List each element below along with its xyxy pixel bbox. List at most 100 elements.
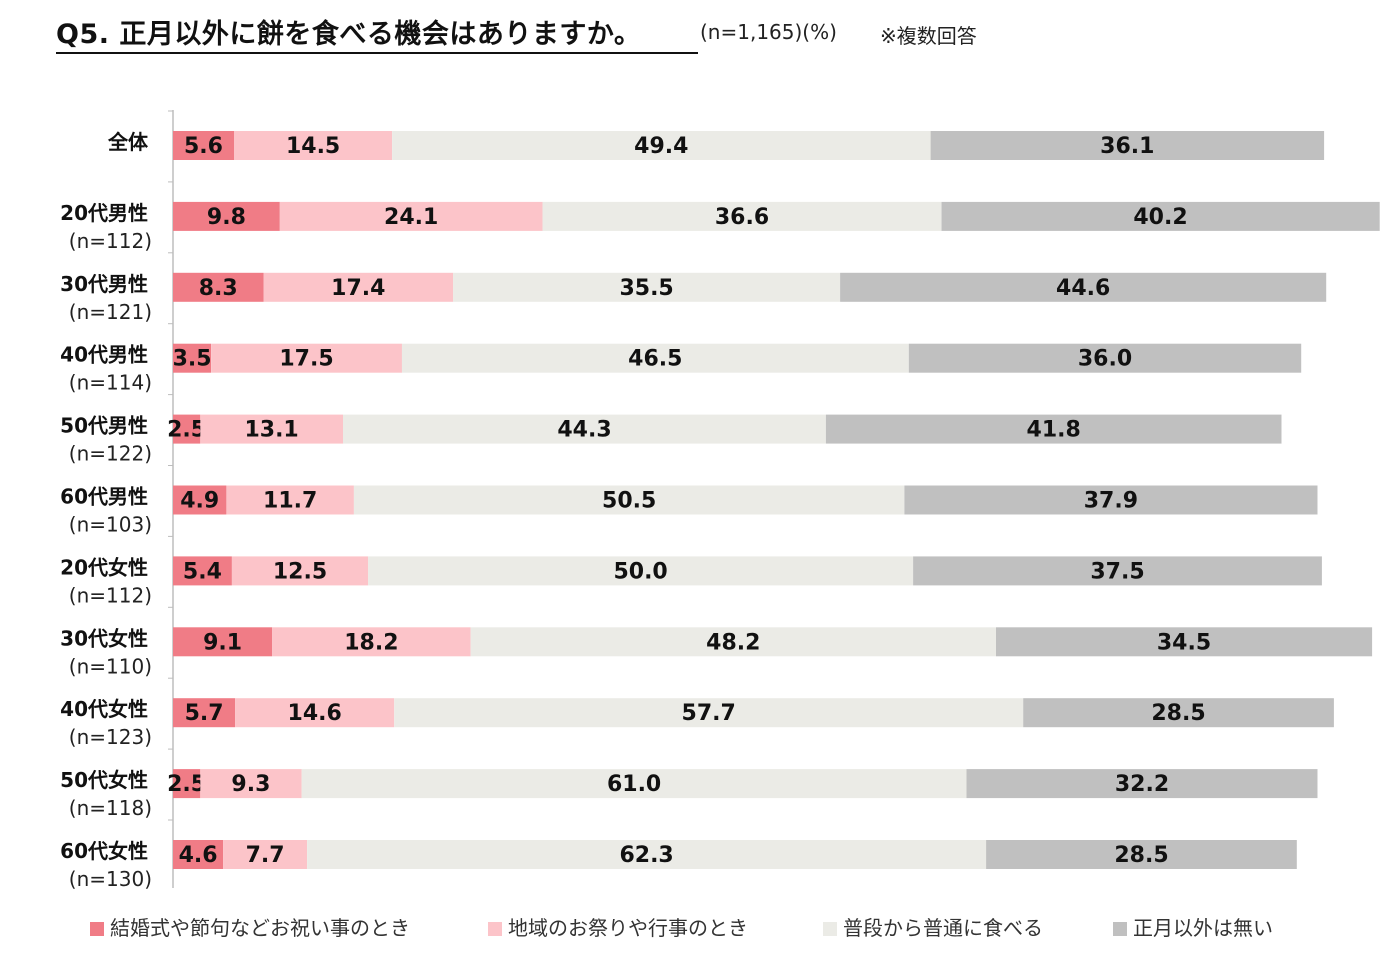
bar-value-label: 36.6 [715, 205, 769, 230]
legend-item: 正月以外は無い [1113, 912, 1273, 941]
sample-size-label: (n=110) [69, 654, 152, 678]
bar-segment [392, 131, 931, 160]
chart-legend: 結婚式や節句などお祝い事のとき 地域のお祭りや行事のとき 普段から普通に食べる 正月以… [90, 912, 1340, 942]
bar-value-label: 14.5 [286, 134, 340, 159]
bar-value-label: 17.5 [279, 347, 333, 372]
bar-value-label: 13.1 [244, 418, 298, 443]
bar-value-label: 57.7 [682, 701, 736, 726]
bar-segment [908, 343, 1302, 373]
bar-value-label: 2.5 [167, 772, 206, 797]
bar-segment [226, 485, 354, 515]
bar-segment [542, 201, 942, 231]
legend-swatch [488, 921, 502, 936]
sample-size-note: (n=1,165)(%) [700, 20, 837, 44]
bar-value-label: 48.2 [706, 630, 760, 655]
bar-segment [353, 485, 905, 515]
bar-segment [930, 131, 1325, 160]
multiple-answer-note: ※複数回答 [880, 24, 977, 48]
bar-segment [173, 769, 201, 799]
bar-value-label: 37.5 [1090, 559, 1144, 584]
bar-value-label: 34.5 [1157, 630, 1211, 655]
bar-segment [272, 627, 471, 657]
bar-segment [368, 556, 914, 586]
bar-value-label: 5.6 [184, 134, 223, 159]
sample-size-label: (n=122) [69, 442, 152, 466]
legend-label: 結婚式や節句などお祝い事のとき [110, 916, 410, 940]
legend-swatch [823, 921, 837, 936]
bar-value-label: 18.2 [344, 630, 398, 655]
bar-value-label: 36.1 [1100, 134, 1154, 159]
legend-item: 結婚式や節句などお祝い事のとき [90, 912, 410, 941]
bar-value-label: 4.6 [179, 843, 218, 868]
bar-value-label: 61.0 [607, 772, 661, 797]
category-label: 60代男性 [60, 485, 148, 509]
sample-size-label: (n=130) [69, 867, 152, 891]
bar-value-label: 44.6 [1056, 276, 1110, 301]
bar-value-label: 50.0 [613, 559, 667, 584]
bar-segment [173, 840, 224, 869]
bar-value-label: 9.1 [203, 630, 242, 655]
bar-segment [173, 627, 273, 657]
bar-segment [825, 414, 1282, 444]
bar-segment [394, 698, 1024, 728]
bar-segment [173, 343, 212, 373]
bar-value-label: 28.5 [1114, 843, 1168, 868]
bar-segment [986, 840, 1297, 869]
sample-size-label: (n=103) [69, 513, 152, 537]
bar-segment [173, 698, 236, 728]
bar-value-label: 9.8 [207, 205, 246, 230]
category-label: 50代男性 [60, 414, 148, 438]
category-label: 20代男性 [60, 201, 148, 225]
bar-value-label: 7.7 [246, 843, 285, 868]
category-label: 60代女性 [60, 839, 148, 863]
bar-segment [173, 201, 280, 231]
bar-segment [913, 556, 1322, 586]
bar-value-label: 44.3 [557, 418, 611, 443]
bar-value-label: 8.3 [199, 276, 238, 301]
legend-item: 普段から普通に食べる [823, 912, 1043, 941]
legend-swatch [1113, 921, 1127, 936]
bar-value-label: 28.5 [1151, 701, 1205, 726]
sample-size-label: (n=112) [69, 229, 152, 253]
category-label: 20代女性 [60, 555, 148, 579]
bar-value-label: 50.5 [602, 489, 656, 514]
sample-size-label: (n=118) [69, 796, 152, 820]
bar-segment [279, 201, 543, 231]
bar-value-label: 35.5 [619, 276, 673, 301]
bar-value-label: 12.5 [273, 559, 327, 584]
bar-segment [235, 698, 395, 728]
bar-segment [966, 769, 1318, 799]
bar-value-label: 32.2 [1115, 772, 1169, 797]
bar-value-label: 24.1 [384, 205, 438, 230]
bar-value-label: 36.0 [1078, 347, 1132, 372]
bar-segment [343, 414, 826, 444]
bar-segment [211, 343, 402, 373]
bar-segment [941, 201, 1380, 231]
sample-size-label: (n=112) [69, 583, 152, 607]
bar-segment [173, 272, 264, 302]
bar-value-label: 4.9 [180, 489, 219, 514]
bar-segment [173, 485, 227, 515]
bar-value-label: 17.4 [331, 276, 385, 301]
bar-segment [840, 272, 1327, 302]
bar-value-label: 2.5 [167, 418, 206, 443]
bar-segment [173, 556, 232, 586]
sample-size-label: (n=121) [69, 300, 152, 324]
legend-label: 地域のお祭りや行事のとき [508, 916, 748, 940]
bar-value-label: 40.2 [1133, 205, 1187, 230]
bar-value-label: 14.6 [288, 701, 342, 726]
bar-value-label: 5.4 [183, 559, 222, 584]
bar-segment [234, 131, 393, 160]
bar-segment [231, 556, 369, 586]
sample-size-label: (n=123) [69, 725, 152, 749]
legend-item: 地域のお祭りや行事のとき [488, 912, 748, 941]
bar-value-label: 9.3 [231, 772, 270, 797]
bar-value-label: 46.5 [628, 347, 682, 372]
category-label: 50代女性 [60, 768, 148, 792]
sample-size-label: (n=114) [69, 371, 152, 395]
bar-segment [1023, 698, 1334, 728]
bar-segment [200, 414, 344, 444]
bar-value-label: 62.3 [619, 843, 673, 868]
category-label: 30代男性 [60, 272, 148, 296]
